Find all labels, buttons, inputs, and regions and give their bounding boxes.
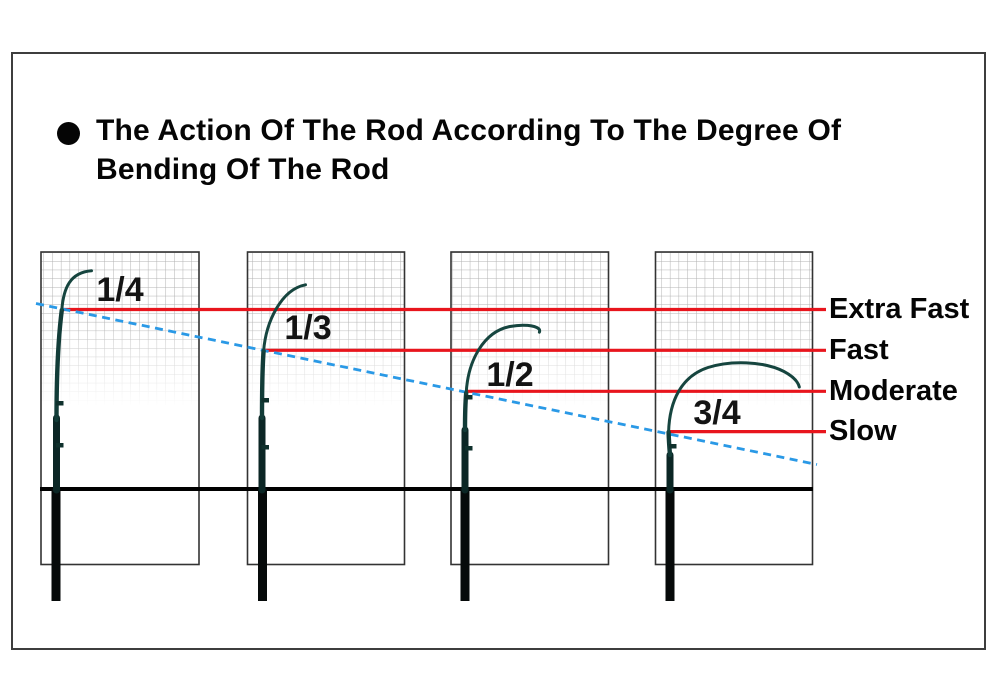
fraction-label-half: 1/2 — [486, 356, 534, 394]
action-label-extra-fast: Extra Fast — [829, 293, 970, 325]
outer-border — [11, 52, 986, 650]
fraction-label-quarter: 1/4 — [96, 271, 144, 309]
action-label-moderate: Moderate — [829, 375, 958, 407]
action-label-slow: Slow — [829, 415, 897, 447]
rod-4-three-quarter — [665, 361, 801, 601]
grid-pattern — [38, 252, 816, 408]
rod-1-quarter — [51, 269, 93, 601]
title-line-2: Bending Of The Rod — [96, 152, 390, 186]
rod-3-half — [460, 323, 542, 601]
fraction-label-third: 1/3 — [284, 309, 332, 347]
taper-line — [35, 302, 818, 466]
rod-2-third — [258, 283, 307, 601]
panel-borders — [40, 251, 814, 566]
action-lines — [62, 307, 826, 434]
action-label-fast: Fast — [829, 334, 889, 366]
fraction-label-three-quarter: 3/4 — [693, 394, 741, 432]
page-title: The Action Of The Rod According To The D… — [96, 112, 916, 189]
bullet-icon — [57, 122, 80, 145]
title-line-1: The Action Of The Rod According To The D… — [96, 114, 842, 147]
